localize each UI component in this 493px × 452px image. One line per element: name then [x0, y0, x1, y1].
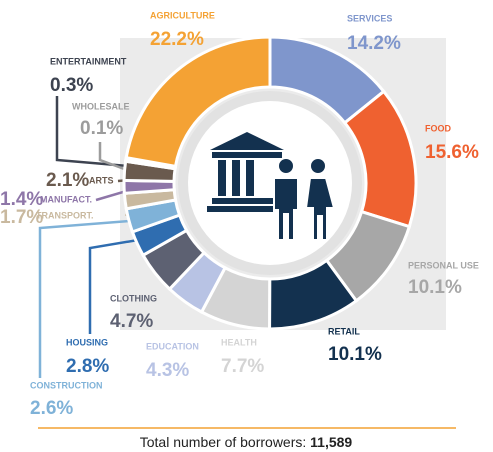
category-label: MANUFACT.: [40, 194, 92, 204]
connectors: [38, 96, 151, 378]
connector: [88, 236, 151, 334]
value-label: 1.4%: [0, 189, 43, 210]
connector: [98, 142, 128, 172]
category-label: ENTERTAINMENT: [50, 56, 127, 66]
slice: [124, 35, 272, 169]
category-label: WHOLESALE: [72, 101, 130, 111]
value-label: 14.2%: [347, 33, 401, 54]
value-label: 1.7%: [0, 207, 43, 228]
footer-label: Total number of borrowers:: [140, 434, 307, 450]
icon: [207, 132, 336, 241]
value-label: 22.2%: [150, 29, 204, 50]
category-label: CLOTHING: [110, 293, 157, 303]
category-label: RETAIL: [328, 326, 360, 336]
category-label: AGRICULTURE: [150, 10, 215, 20]
value-label: 0.1%: [80, 118, 123, 139]
footer: Total number of borrowers: 11,589: [140, 434, 353, 450]
donut: [122, 35, 418, 331]
value-label: 10.1%: [408, 277, 462, 298]
category-label: EDUCATION: [146, 341, 199, 351]
value-label: 2.6%: [30, 398, 73, 419]
value-label: 0.3%: [50, 75, 93, 96]
value-label: 4.3%: [146, 360, 189, 381]
category-label: HOUSING: [66, 337, 108, 347]
category-label: ARTS: [89, 175, 114, 185]
category-label: HEALTH: [221, 337, 257, 347]
connector: [38, 218, 143, 378]
category-label: FOOD: [425, 123, 451, 133]
category-label: TRANSPORT.: [36, 210, 94, 220]
connector: [55, 96, 129, 168]
category-label: CONSTRUCTION: [30, 380, 103, 390]
category-label: PERSONAL USE: [408, 260, 479, 270]
footer-value: 11,589: [310, 434, 352, 450]
value-label: 2.1%: [46, 170, 89, 191]
value-label: 10.1%: [328, 344, 382, 365]
value-label: 4.7%: [110, 311, 153, 332]
category-label: SERVICES: [347, 13, 392, 23]
value-label: 15.6%: [425, 142, 479, 163]
value-label: 2.8%: [66, 356, 109, 377]
value-label: 7.7%: [221, 356, 264, 377]
labels: SERVICES 14.2% FOOD 15.6% PERSONAL USE 10.1% R…: [0, 10, 479, 419]
